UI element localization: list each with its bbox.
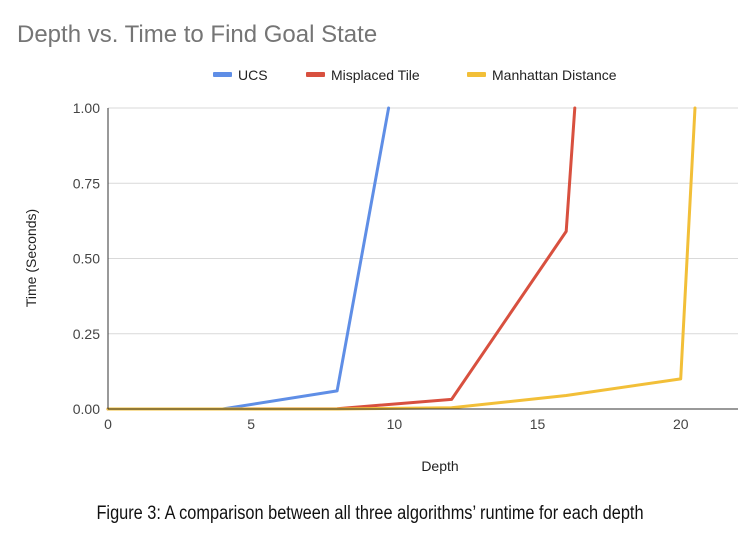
y-tick-label: 1.00 (73, 100, 100, 116)
x-tick-label: 10 (387, 416, 403, 432)
axes (107, 108, 738, 410)
tick-labels: 0.00 0.25 0.50 0.75 1.00 0 5 10 15 20 (73, 100, 689, 432)
y-tick-label: 0.75 (73, 175, 100, 191)
legend-label: UCS (238, 67, 268, 83)
x-tick-label: 0 (104, 416, 112, 432)
x-tick-label: 15 (530, 416, 546, 432)
x-tick-label: 5 (247, 416, 255, 432)
legend-label: Misplaced Tile (331, 67, 420, 83)
legend-swatch (306, 72, 325, 77)
legend-swatch (467, 72, 486, 77)
y-tick-label: 0.00 (73, 401, 100, 417)
chart-title: Depth vs. Time to Find Goal State (17, 21, 377, 48)
legend-label: Manhattan Distance (492, 67, 617, 83)
y-tick-label: 0.50 (73, 251, 100, 267)
line-chart: Depth vs. Time to Find Goal State UCS Mis… (17, 21, 738, 474)
x-tick-label: 20 (673, 416, 689, 432)
y-axis-title: Time (Seconds) (23, 209, 39, 307)
figure-caption: Figure 3: A comparison between all three… (96, 503, 644, 524)
x-axis-title: Depth (421, 458, 458, 474)
gridlines (108, 107, 738, 335)
legend-swatch (213, 72, 232, 77)
legend: UCS Misplaced Tile Manhattan Distance (213, 67, 617, 83)
y-tick-label: 0.25 (73, 326, 100, 342)
